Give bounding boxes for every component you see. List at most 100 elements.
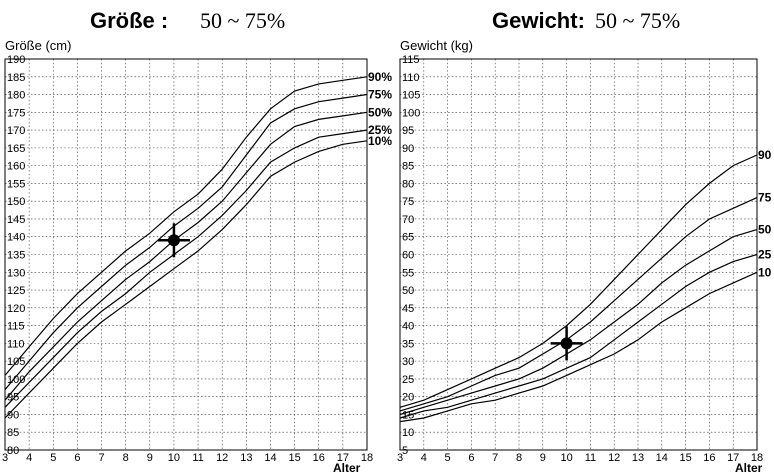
weight-y-tick-label: 80 (402, 178, 414, 190)
weight-y-tick-label: 20 (402, 392, 414, 404)
weight-y-tick-label: 105 (402, 90, 420, 102)
weight-x-tick-label: 7 (492, 452, 498, 464)
weight-y-tick-label: 45 (402, 303, 414, 315)
weight-percentile-curve (399, 229, 758, 416)
height-x-tick-label: 7 (98, 452, 104, 464)
weight-y-tick-label: 25 (402, 374, 414, 386)
weight-x-tick-label: 11 (585, 452, 596, 464)
weight-percentile-curve (399, 271, 758, 423)
height-percentile-curve (4, 76, 368, 376)
weight-x-tick-label: 14 (656, 452, 668, 464)
weight-percentile-label: 90 (758, 148, 772, 162)
height-y-tick-label: 190 (7, 54, 25, 66)
weight-y-tick-label: 60 (402, 250, 414, 262)
height-x-tick-label: 4 (26, 452, 32, 464)
height-plot-frame (4, 58, 368, 451)
weight-x-tick-label: 16 (703, 452, 715, 464)
weight-y-tick-label: 10 (402, 427, 414, 439)
height-x-tick-label: 12 (216, 452, 228, 464)
weight-y-tick-label: 115 (402, 54, 420, 66)
height-percentile-label: 10% (368, 134, 392, 148)
height-y-tick-label: 180 (7, 90, 25, 102)
weight-y-tick-label: 35 (402, 338, 414, 350)
height-percentile-label: 90% (368, 70, 392, 84)
height-y-tick-label: 185 (7, 72, 25, 84)
weight-percentile-label: 75 (758, 191, 772, 205)
weight-chart-title: Gewicht: (492, 8, 585, 33)
weight-y-tick-label: 65 (402, 232, 414, 244)
height-x-tick-label: 6 (74, 452, 80, 464)
height-x-tick-label: 3 (2, 452, 8, 464)
height-y-tick-label: 130 (7, 267, 25, 279)
height-y-tick-label: 145 (7, 214, 25, 226)
height-percentile-label: 25% (368, 123, 392, 137)
weight-percentile-curve (399, 154, 758, 408)
weight-x-tick-label: 4 (421, 452, 427, 464)
height-y-tick-label: 140 (7, 232, 25, 244)
height-x-tick-label: 10 (168, 452, 180, 464)
weight-x-tick-label: 9 (540, 452, 546, 464)
height-y-tick-label: 80 (7, 445, 19, 457)
height-y-tick-label: 110 (7, 338, 25, 350)
weight-x-tick-label: 13 (632, 452, 644, 464)
height-y-tick-label: 150 (7, 196, 25, 208)
weight-percentile-curve (399, 197, 758, 412)
weight-y-tick-label: 85 (402, 161, 414, 173)
height-chart-range: 50 ~ 75% (200, 8, 285, 33)
height-y-tick-label: 175 (7, 107, 25, 119)
height-y-tick-label: 155 (7, 178, 25, 190)
weight-x-tick-label: 3 (397, 452, 403, 464)
height-x-tick-label: 5 (50, 452, 56, 464)
weight-y-tick-label: 5 (402, 445, 408, 457)
height-percentile-curve (4, 111, 368, 401)
height-x-tick-label: 13 (240, 452, 252, 464)
height-y-tick-label: 160 (7, 161, 25, 173)
weight-percentile-label: 10 (758, 265, 772, 279)
weight-y-tick-label: 100 (402, 107, 420, 119)
height-y-tick-label: 125 (7, 285, 25, 297)
height-x-tick-label: 8 (123, 452, 129, 464)
weight-x-tick-label: 17 (727, 452, 739, 464)
weight-y-tick-label: 55 (402, 267, 414, 279)
weight-y-tick-label: 30 (402, 356, 414, 368)
height-x-tick-label: 11 (192, 452, 203, 464)
weight-y-tick-label: 50 (402, 285, 414, 297)
height-y-tick-label: 95 (7, 392, 19, 404)
weight-x-tick-label: 15 (679, 452, 691, 464)
height-percentile-curve (4, 129, 368, 408)
height-y-tick-label: 165 (7, 143, 25, 155)
height-x-tick-label: 9 (147, 452, 153, 464)
height-percentile-curve (4, 93, 368, 390)
weight-x-tick-label: 10 (560, 452, 572, 464)
weight-chart-range: 50 ~ 75% (595, 8, 680, 33)
weight-x-tick-label: 8 (516, 452, 522, 464)
height-x-axis-label: Alter (333, 461, 361, 474)
weight-x-tick-label: 5 (445, 452, 451, 464)
weight-y-tick-label: 70 (402, 214, 414, 226)
height-x-tick-label: 18 (361, 452, 373, 464)
weight-x-axis-label: Alter (735, 461, 763, 474)
weight-y-tick-label: 95 (402, 125, 414, 137)
weight-x-tick-label: 12 (608, 452, 620, 464)
weight-percentile-curve (399, 253, 758, 419)
weight-percentile-label: 50 (758, 223, 772, 237)
height-y-tick-label: 170 (7, 125, 25, 137)
height-chart: 8085909510010511011512012513013514014515… (2, 54, 392, 464)
weight-y-tick-label: 75 (402, 196, 414, 208)
height-percentile-label: 75% (368, 88, 392, 102)
height-y-tick-label: 85 (7, 427, 19, 439)
height-y-axis-label: Größe (cm) (5, 38, 71, 53)
height-x-tick-label: 17 (337, 452, 349, 464)
height-chart-title: Größe : (90, 8, 168, 33)
height-y-tick-label: 115 (7, 321, 25, 333)
height-current-value-marker (157, 223, 190, 258)
height-y-tick-label: 90 (7, 409, 19, 421)
weight-y-tick-label: 110 (402, 72, 420, 84)
weight-current-value-marker (550, 326, 583, 361)
height-percentile-curve (4, 140, 368, 419)
height-percentile-label: 50% (368, 105, 392, 119)
weight-chart: 5101520253035404550556065707580859095100… (397, 54, 772, 464)
weight-y-axis-label: Gewicht (kg) (400, 38, 473, 53)
weight-x-tick-label: 18 (751, 452, 763, 464)
